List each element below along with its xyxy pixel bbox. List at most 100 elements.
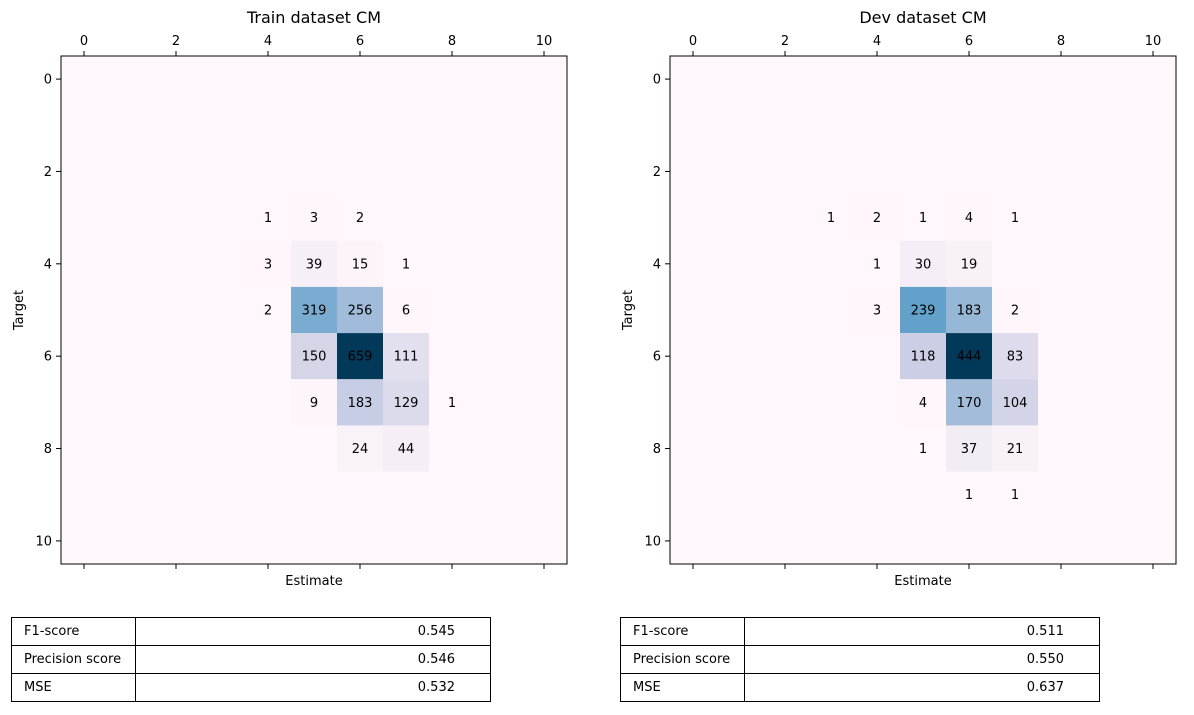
cell-value-label: 44 <box>398 442 415 457</box>
heatmap-cell <box>291 194 337 241</box>
metric-value: 0.532 <box>135 673 491 702</box>
heatmap-cell <box>946 286 992 334</box>
y-tick-label: 8 <box>44 442 52 457</box>
x-axis-label: Estimate <box>894 574 951 589</box>
cell-value-label: 3 <box>873 304 881 319</box>
heatmap-cell <box>946 379 992 426</box>
x-tick-label: 4 <box>873 34 881 49</box>
metric-value: 0.550 <box>744 645 1100 674</box>
x-tick-label: 8 <box>448 34 456 49</box>
cell-value-label: 2 <box>356 211 364 226</box>
y-axis-label: Target <box>12 290 27 331</box>
cell-value-label: 319 <box>302 304 327 319</box>
heatmap-cell <box>383 286 429 334</box>
heatmap-cell <box>854 240 900 287</box>
x-tick-label: 4 <box>264 34 272 49</box>
cell-value-label: 24 <box>352 442 369 457</box>
heatmap-cell <box>337 425 383 472</box>
cell-value-label: 19 <box>961 257 978 272</box>
y-tick-label: 10 <box>644 534 661 549</box>
axes-frame <box>669 55 1177 565</box>
heatmap-cell <box>946 471 992 518</box>
y-tick-label: 6 <box>653 350 661 365</box>
heatmap-cell <box>900 333 946 380</box>
cell-value-label: 1 <box>827 211 835 226</box>
heatmap-cell <box>946 240 992 287</box>
cell-value-label: 9 <box>310 396 318 411</box>
cell-value-label: 129 <box>394 396 419 411</box>
heatmap-cell <box>383 240 429 287</box>
heatmap-cell <box>245 194 291 241</box>
heatmap-cell <box>854 194 900 241</box>
cell-value-label: 183 <box>957 304 982 319</box>
cell-value-label: 1 <box>919 442 927 457</box>
cell-value-label: 2 <box>873 211 881 226</box>
cell-value-label: 1 <box>402 257 410 272</box>
heatmap-cell <box>383 425 429 472</box>
y-tick-label: 0 <box>653 73 661 88</box>
cell-value-label: 83 <box>1007 350 1024 365</box>
y-tick-label: 2 <box>44 165 52 180</box>
table-row: F1-score 0.545 <box>11 617 491 646</box>
table-row: MSE 0.637 <box>620 673 1100 702</box>
y-tick-label: 2 <box>653 165 661 180</box>
heatmap-cell <box>383 379 429 426</box>
cell-value-label: 1 <box>965 488 973 503</box>
x-tick-label: 8 <box>1057 34 1065 49</box>
heatmap-cell <box>337 240 383 287</box>
cell-value-label: 183 <box>348 396 373 411</box>
cell-value-label: 1 <box>264 211 272 226</box>
heatmap-cell <box>900 240 946 287</box>
x-tick-label: 0 <box>689 34 697 49</box>
metric-name: F1-score <box>620 617 745 646</box>
heatmap-cell <box>992 194 1038 241</box>
metric-name: MSE <box>11 673 136 702</box>
table-row: F1-score 0.511 <box>620 617 1100 646</box>
cell-value-label: 170 <box>957 396 982 411</box>
heatmap-cell <box>992 471 1038 518</box>
x-tick-label: 10 <box>1145 34 1162 49</box>
cell-value-label: 239 <box>911 304 936 319</box>
metric-name: F1-score <box>11 617 136 646</box>
heatmap-cell <box>900 286 946 334</box>
heatmap-cell <box>337 194 383 241</box>
cell-value-label: 37 <box>961 442 978 457</box>
heatmap-cell <box>900 379 946 426</box>
heatmap-cell <box>291 286 337 334</box>
metric-name: Precision score <box>620 645 745 674</box>
metric-value: 0.637 <box>744 673 1100 702</box>
metric-name: MSE <box>620 673 745 702</box>
cell-value-label: 15 <box>352 257 369 272</box>
heatmap-cell <box>900 194 946 241</box>
heatmap-cell <box>291 379 337 426</box>
x-tick-label: 10 <box>536 34 553 49</box>
heatmap-cell <box>429 379 475 426</box>
heatmap-cell <box>383 333 429 380</box>
cell-value-label: 21 <box>1007 442 1024 457</box>
heatmap-cell <box>992 333 1038 380</box>
y-tick-label: 4 <box>653 257 661 272</box>
cell-value-label: 4 <box>965 211 973 226</box>
cell-value-label: 3 <box>264 257 272 272</box>
x-tick-label: 2 <box>172 34 180 49</box>
table-row: MSE 0.532 <box>11 673 491 702</box>
cell-value-label: 1 <box>1011 211 1019 226</box>
x-tick-label: 6 <box>356 34 364 49</box>
cell-value-label: 1 <box>1011 488 1019 503</box>
y-tick-label: 6 <box>44 350 52 365</box>
cell-value-label: 118 <box>911 350 936 365</box>
y-tick-label: 0 <box>44 73 52 88</box>
axes-frame <box>60 55 568 565</box>
x-tick-label: 2 <box>781 34 789 49</box>
metric-value: 0.545 <box>135 617 491 646</box>
cell-value-label: 6 <box>402 304 410 319</box>
table-row: Precision score 0.546 <box>11 645 491 674</box>
heatmap-cell <box>946 194 992 241</box>
cell-value-label: 1 <box>919 211 927 226</box>
heatmap-cell <box>291 333 337 380</box>
cell-value-label: 111 <box>394 350 419 365</box>
cell-value-label: 2 <box>1011 304 1019 319</box>
